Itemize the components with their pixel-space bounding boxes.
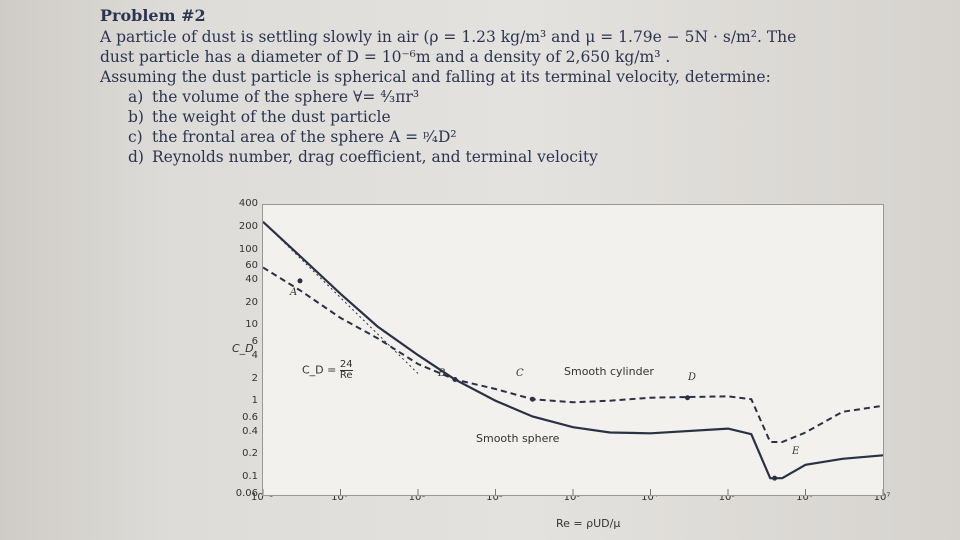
x-tick-label: 10⁰ [331,492,348,503]
problem-title: Problem #2 [100,6,206,25]
y-tick-label: 0.4 [242,425,258,437]
x-tick-label: 10¹ [408,492,426,503]
x-tick-label: 10⁶ [796,492,813,503]
y-tick-label: 200 [238,220,258,232]
x-tick-label: 10³ [563,492,581,503]
x-tick-label: 10⁻¹ [250,492,274,503]
smooth-sphere-label: Smooth sphere [476,432,560,445]
curve-point-marker [684,395,690,401]
y-tick-label: 400 [238,198,258,209]
question-b: b) the weight of the dust particle [128,108,391,126]
y-tick-label: 0.2 [242,448,258,460]
y-tick-label: 40 [245,273,258,285]
chart-plot-area [263,220,883,495]
drag-coefficient-chart [262,204,884,496]
y-tick-label: 60 [245,260,258,272]
question-a: a) the volume of the sphere ∀= ⁴⁄₃πr³ [128,88,420,106]
question-d: d) Reynolds number, drag coefficient, and… [128,148,598,166]
y-axis-label: C_D [232,342,254,355]
question-c: c) the frontal area of the sphere A = ᵖ⁄₄… [128,128,457,146]
y-tick-label: 10 [245,319,258,331]
x-tick-label: 10² [486,492,503,503]
y-tick-label: 0.6 [242,412,258,424]
y-tick-label: 1 [251,395,258,407]
series-line-smooth-cylinder [263,266,883,443]
curve-point-marker [297,278,303,284]
smooth-cylinder-label: Smooth cylinder [564,365,654,378]
y-tick-label: 6 [251,336,258,348]
problem-line-3: Assuming the dust particle is spherical … [100,68,771,86]
x-tick-label: 10⁴ [641,492,658,503]
y-tick-label: 0.1 [242,471,258,483]
y-tick-label: 20 [245,296,258,308]
problem-line-1: A particle of dust is settling slowly in… [100,28,797,46]
point-a-label: A [290,287,298,298]
point-e-label: E [792,446,800,457]
series-line-stokes [263,221,419,374]
x-axis-label: Re = ρUD/μ [556,517,621,530]
point-c-label: C [516,368,524,379]
curve-point-marker [529,396,535,402]
y-tick-label: 100 [238,243,258,255]
problem-statement: Problem #2 A particle of dust is settlin… [100,6,900,167]
x-tick-label: 10⁵ [718,492,736,503]
y-tick-label: 2 [251,372,258,384]
point-d-label: D [688,372,697,383]
problem-line-2: dust particle has a diameter of D = 10⁻⁶… [100,48,671,66]
stokes-formula: C_D = 24 Re [302,359,353,381]
series-line-smooth-sphere [263,220,883,480]
curve-point-marker [452,377,458,383]
x-tick-label: 10⁷ [873,492,891,503]
curve-point-marker [772,475,778,481]
y-tick-label: 0.06 [235,488,258,499]
point-b-label: B [438,368,446,379]
y-tick-label: 4 [251,349,258,361]
